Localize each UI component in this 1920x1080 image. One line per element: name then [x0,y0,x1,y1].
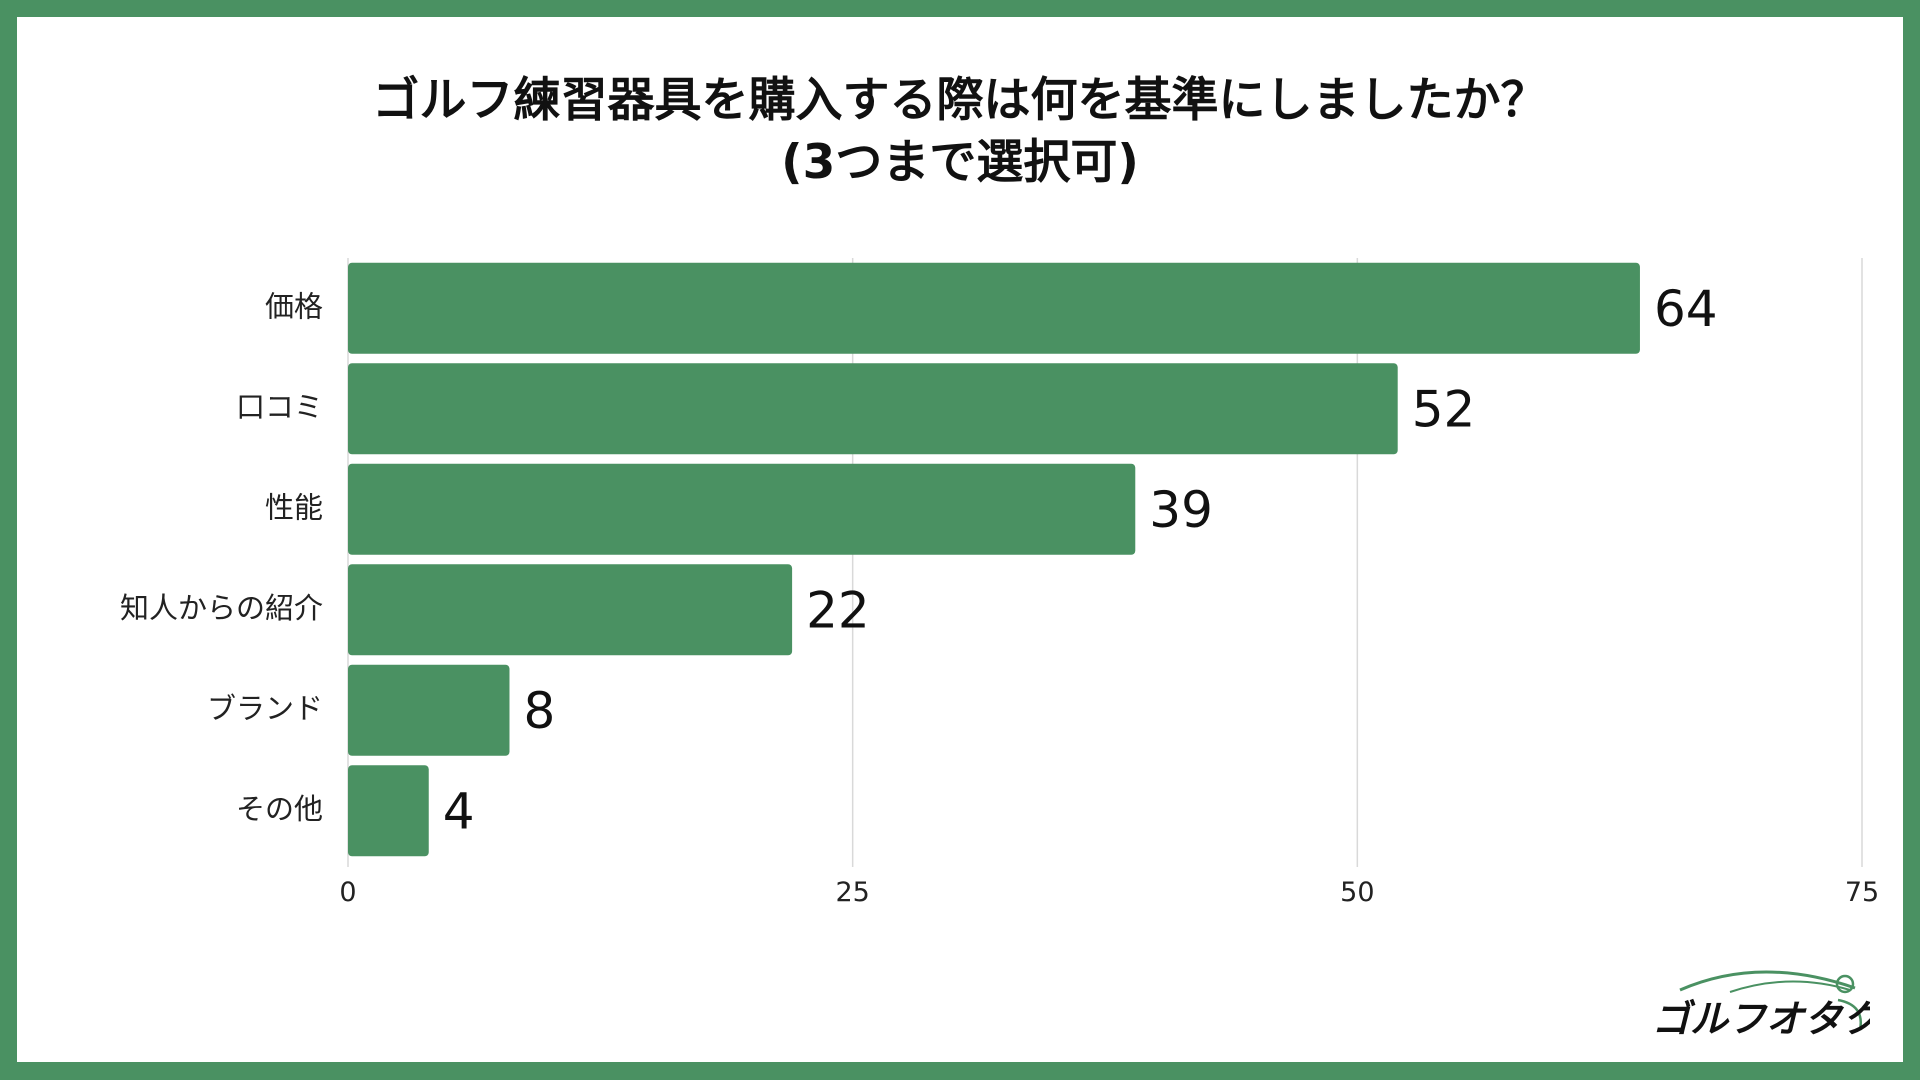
value-label-3: 22 [806,581,870,639]
value-label-1: 52 [1412,380,1476,438]
x-tick-label-75: 75 [1845,877,1879,908]
category-label-5: その他 [236,792,323,826]
bar-4 [348,664,510,756]
value-label-4: 8 [523,682,555,740]
category-label-1: 口コミ [236,390,323,424]
category-label-0: 価格 [265,289,323,323]
logo-text: ゴルフオタク [1652,997,1870,1041]
bar-0 [348,262,1640,354]
bar-1 [348,363,1398,455]
value-label-2: 39 [1149,481,1213,539]
chart-title-line-1: ゴルフ練習器具を購入する際は何を基準にしましたか？ [372,73,1548,128]
category-label-4: ブランド [207,691,323,725]
x-tick-label-0: 0 [339,877,356,908]
chart-title: ゴルフ練習器具を購入する際は何を基準にしましたか？ (3つまで選択可) [0,70,1920,194]
chart-title-line-2: (3つまで選択可) [781,135,1139,190]
x-tick-label-50: 50 [1340,877,1374,908]
golf-otaku-logo: ゴルフオタク [1652,970,1870,1041]
bar-2 [348,463,1136,555]
category-label-2: 性能 [265,490,323,524]
x-tick-label-25: 25 [835,877,869,908]
bar-3 [348,564,793,656]
value-label-0: 64 [1654,280,1718,338]
category-label-3: 知人からの紹介 [120,591,323,625]
value-label-5: 4 [443,782,475,840]
bar-5 [348,765,429,857]
